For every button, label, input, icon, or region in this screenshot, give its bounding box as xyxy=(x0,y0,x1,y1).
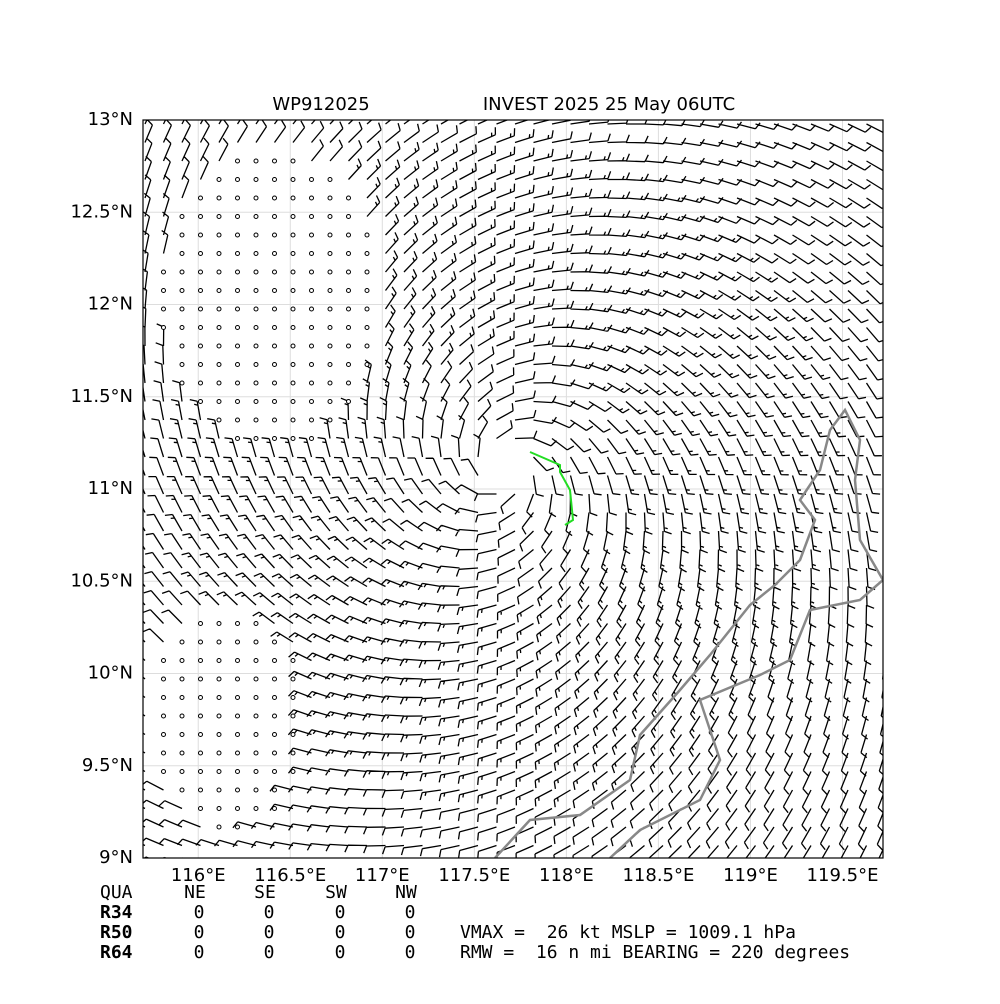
y-tick-label: 13°N xyxy=(88,109,133,130)
table-cell: 0 xyxy=(405,922,416,943)
table-cell: 0 xyxy=(264,902,275,923)
map-area xyxy=(143,120,883,858)
x-tick-label: 119°E xyxy=(723,865,778,886)
title-left: WP912025 xyxy=(272,94,369,115)
x-tick-label: 116°E xyxy=(171,865,226,886)
table-header: QUA xyxy=(100,882,133,903)
row-label: R50 xyxy=(100,922,133,943)
x-tick-label: 117.5°E xyxy=(438,865,510,886)
y-tick-label: 9.5°N xyxy=(82,755,133,776)
y-tick-label: 10.5°N xyxy=(70,570,133,591)
storm-track xyxy=(529,451,575,526)
y-tick-label: 10°N xyxy=(88,663,133,684)
calm-markers xyxy=(160,158,370,830)
table-cell: 0 xyxy=(264,942,275,963)
table-cell: 0 xyxy=(405,902,416,923)
x-tick-label: 118.5°E xyxy=(622,865,694,886)
table-cell: 0 xyxy=(335,902,346,923)
table-header: NE xyxy=(184,882,206,903)
coastline xyxy=(609,579,883,858)
info-line: RMW = 16 n mi BEARING = 220 degrees xyxy=(460,942,850,963)
row-label: R34 xyxy=(100,902,133,923)
table-cell: 0 xyxy=(335,942,346,963)
table-cell: 0 xyxy=(194,942,205,963)
coastline xyxy=(494,407,883,858)
table-cell: 0 xyxy=(335,922,346,943)
y-tick-label: 11°N xyxy=(88,478,133,499)
x-tick-label: 116.5°E xyxy=(254,865,326,886)
x-tick-label: 117°E xyxy=(355,865,410,886)
table-cell: 0 xyxy=(194,902,205,923)
title-right: INVEST 2025 25 May 06UTC xyxy=(483,94,735,115)
table-header: NW xyxy=(395,882,417,903)
wind-barbs xyxy=(143,120,883,858)
y-tick-label: 9°N xyxy=(99,847,133,868)
info-line: VMAX = 26 kt MSLP = 1009.1 hPa xyxy=(460,922,796,943)
table-cell: 0 xyxy=(264,922,275,943)
table-cell: 0 xyxy=(405,942,416,963)
table-header: SW xyxy=(325,882,347,903)
frame xyxy=(142,119,884,859)
x-tick-label: 118°E xyxy=(539,865,594,886)
x-tick-label: 119.5°E xyxy=(807,865,879,886)
table-cell: 0 xyxy=(194,922,205,943)
y-tick-label: 12.5°N xyxy=(70,201,133,222)
table-header: SE xyxy=(254,882,276,903)
y-tick-label: 12°N xyxy=(88,294,133,315)
y-tick-label: 11.5°N xyxy=(70,386,133,407)
row-label: R64 xyxy=(100,942,133,963)
